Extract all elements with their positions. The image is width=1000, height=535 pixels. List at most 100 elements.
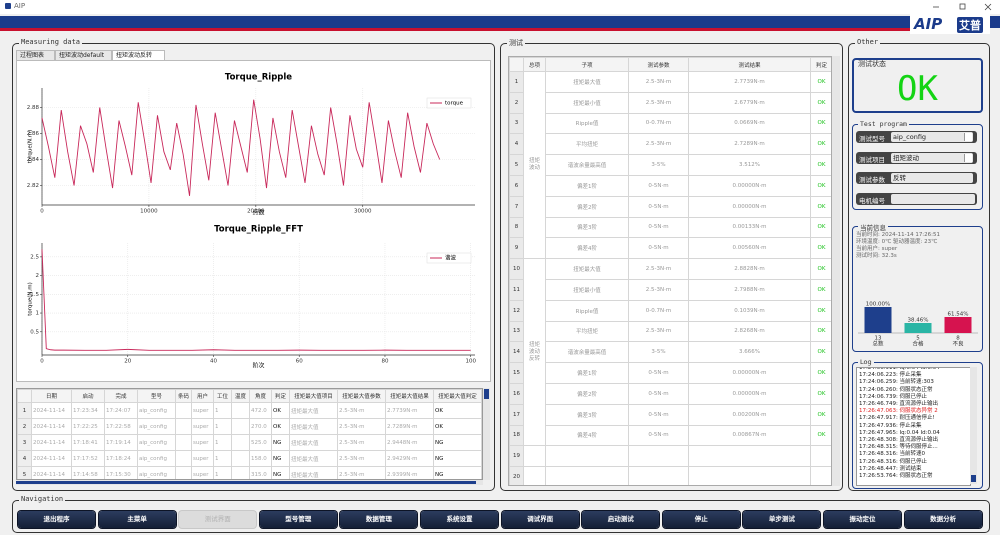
table-cell: OK bbox=[271, 402, 290, 419]
dropdown-arrow[interactable] bbox=[964, 153, 972, 162]
window-controls[interactable] bbox=[925, 0, 1000, 14]
box-title: 当前信息 bbox=[858, 222, 888, 232]
table-cell: super bbox=[191, 434, 214, 451]
logo-text: AIP bbox=[914, 15, 943, 33]
nav-button[interactable]: 数据分析 bbox=[904, 511, 982, 528]
field-label: 测试参数 bbox=[859, 176, 885, 184]
table-row: 13 平均扭矩 2.5-3N·m 2.8268N·m OK bbox=[509, 320, 831, 343]
verdict-cell: OK bbox=[810, 71, 831, 93]
table-cell: 2.9448N·m bbox=[385, 434, 434, 451]
nav-button[interactable]: 振动定位 bbox=[824, 511, 901, 528]
verdict-cell: OK bbox=[810, 362, 831, 384]
scroll-thumb[interactable] bbox=[16, 481, 476, 484]
table-cell: 2024-11-14 bbox=[31, 418, 72, 435]
field-value[interactable]: 反转 bbox=[891, 173, 973, 183]
table-cell: 2024-11-14 bbox=[31, 434, 72, 451]
banner-stripe bbox=[0, 28, 910, 31]
scrollbar[interactable] bbox=[483, 388, 490, 480]
nav-button[interactable]: 单步测试 bbox=[743, 511, 821, 528]
status-box: 测试状态 OK bbox=[852, 58, 983, 113]
nav-button[interactable]: 启动测试 bbox=[582, 511, 660, 528]
table-cell: Ripple值 bbox=[545, 112, 629, 135]
table-cell bbox=[523, 466, 546, 485]
scrollbar[interactable] bbox=[970, 367, 977, 484]
table-cell bbox=[688, 466, 811, 485]
table-cell: 525.0 bbox=[249, 434, 272, 451]
table-cell: 偏差4阶 bbox=[545, 237, 629, 260]
table-cell: 0-5N·m bbox=[628, 424, 689, 447]
table-cell: 扭矩最大值 bbox=[545, 258, 629, 280]
table-cell: super bbox=[191, 450, 214, 467]
scroll-thumb[interactable] bbox=[484, 389, 489, 399]
chart-panel bbox=[16, 60, 491, 382]
scroll-thumb[interactable] bbox=[971, 475, 976, 482]
log-line: 17:26:48.447: 测试结束 bbox=[859, 465, 922, 472]
measuring-group: Measuring data bbox=[12, 38, 495, 491]
table: 总项 子项 测试参数 测试结果 判定 1 扭矩波动 扭矩最大值 2.5-3N·m 2.7739N·… bbox=[509, 57, 831, 485]
field-label: 电机编号 bbox=[859, 196, 885, 205]
nav-button[interactable]: 主菜单 bbox=[98, 511, 176, 528]
row-header: 9 bbox=[509, 237, 524, 260]
table-cell: 扭矩最小值 bbox=[545, 91, 629, 114]
nav-button[interactable]: 退出程序 bbox=[18, 511, 95, 528]
nav-button[interactable]: 停止 bbox=[662, 511, 740, 528]
nav-button[interactable]: 数据管理 bbox=[340, 511, 418, 528]
verdict-cell: OK bbox=[810, 195, 831, 218]
test-table: 总项 子项 测试参数 测试结果 判定 1 扭矩波动 扭矩最大值 2.5-3N·m 2.7739N·… bbox=[508, 56, 832, 486]
table-cell: 315.0 bbox=[249, 466, 272, 479]
table-cell: 2.5-3N·m bbox=[337, 466, 386, 479]
scrollbar[interactable] bbox=[832, 56, 840, 486]
table-cell: 2.7988N·m bbox=[688, 278, 811, 301]
field-value[interactable]: aip_config bbox=[891, 132, 973, 142]
table-cell: 158.0 bbox=[249, 450, 272, 467]
tab[interactable]: 扭矩波动default bbox=[55, 50, 112, 60]
table-cell: 扭矩最大值 bbox=[289, 434, 338, 451]
table-cell bbox=[545, 445, 629, 468]
row-header: 10 bbox=[509, 258, 524, 280]
field-value[interactable] bbox=[891, 193, 975, 204]
verdict-cell: OK bbox=[810, 133, 831, 156]
program-box: Test program 测试型号 aip_config 测试项目 扭矩波动 测试参数反… bbox=[852, 120, 983, 210]
log-line: 17:26:47.965: Iq:0.04 Id:0.04 bbox=[859, 429, 940, 436]
table-cell: 0-5N·m bbox=[628, 403, 689, 426]
info-line: 环境温度: 0℃ 驱动器温度: 23℃ bbox=[856, 239, 938, 245]
verdict-cell: OK bbox=[810, 154, 831, 176]
nav-button[interactable]: 调试界面 bbox=[501, 511, 579, 528]
row-header: 8 bbox=[509, 216, 524, 239]
header-cell: 条码 bbox=[175, 389, 192, 403]
tab[interactable]: 过程图表 bbox=[16, 50, 55, 60]
table-cell bbox=[231, 402, 250, 419]
nav-button[interactable]: 系统设置 bbox=[421, 511, 498, 528]
table-cell bbox=[231, 450, 250, 467]
table-cell: 17:15:30 bbox=[104, 466, 138, 479]
header-cell: 日期 bbox=[31, 389, 72, 403]
table-cell: 扭矩最大值 bbox=[289, 418, 338, 435]
verdict-cell: OK bbox=[810, 237, 831, 260]
table-cell: 17:24:07 bbox=[104, 402, 138, 419]
header-cell: 型号 bbox=[137, 389, 176, 403]
field-value[interactable]: 扭矩波动 bbox=[891, 152, 973, 163]
dropdown-arrow[interactable] bbox=[964, 133, 972, 141]
nav-button[interactable]: 型号管理 bbox=[259, 511, 337, 528]
verdict-cell: OK bbox=[810, 112, 831, 135]
table-cell: 17:19:14 bbox=[104, 434, 138, 451]
tab[interactable]: 扭矩波动反转 bbox=[112, 50, 165, 60]
table-cell: 0.00000N·m bbox=[688, 382, 811, 405]
table-cell bbox=[231, 418, 250, 435]
table-cell: 2.8828N·m bbox=[688, 258, 811, 280]
verdict-cell: OK bbox=[810, 299, 831, 322]
table-cell: aip_config bbox=[137, 466, 176, 479]
verdict-cell: OK bbox=[810, 278, 831, 301]
table-cell: 17:18:41 bbox=[71, 434, 105, 451]
scrollbar[interactable] bbox=[16, 480, 483, 485]
group-title: Measuring data bbox=[19, 38, 83, 46]
row-header: 3 bbox=[17, 434, 32, 451]
log-line: 17:26:53.764: 伺服状态正常 bbox=[859, 473, 933, 480]
log-line: 17:24:06.739: 伺服已停止 bbox=[859, 393, 928, 400]
table-cell bbox=[175, 402, 192, 419]
table-cell bbox=[231, 434, 250, 451]
table-cell: 0.00560N·m bbox=[688, 237, 811, 260]
table-cell: 3.666% bbox=[688, 341, 811, 364]
verdict-cell: OK bbox=[810, 216, 831, 239]
